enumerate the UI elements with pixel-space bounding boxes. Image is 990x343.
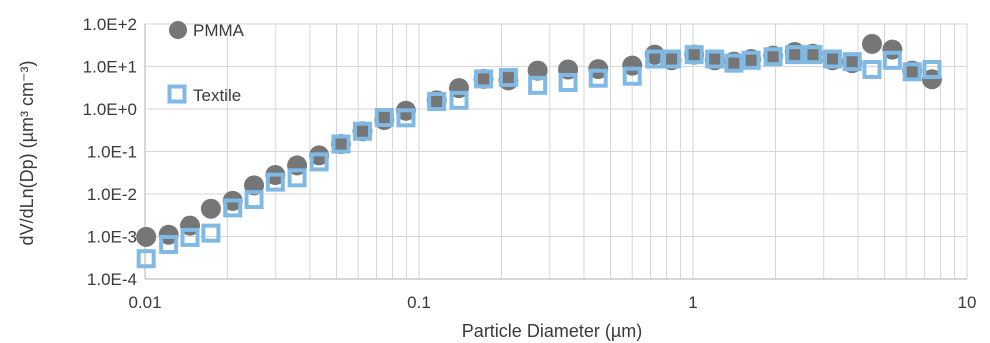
x-tick-label: 0.1 [407,293,431,312]
legend-label-pmma: PMMA [193,21,245,40]
data-point-textile [882,50,902,70]
data-point-textile [803,45,823,65]
data-point-textile [922,59,942,79]
legend-marker-textile [167,84,187,104]
data-point-pmma [136,226,157,247]
data-point-pmma [330,134,351,155]
data-point-pmma [921,69,942,90]
data-point-textile [528,75,548,95]
tick-labels: 0.01 0.1 1 10 1.0E-4 1.0E-3 1.0E-2 1.0E-1 1.0E+0… [83,15,977,312]
y-tick-label: 1.0E+2 [83,15,137,34]
data-point-pmma [527,60,548,81]
data-point-textile [588,68,608,88]
x-tick-label: 0.01 [128,293,161,312]
y-tick-label: 1.0E+0 [83,100,137,119]
legend-marker-pmma [169,21,187,39]
data-point-textile [223,198,243,218]
x-tick-label: 1 [688,293,697,312]
y-tick-label: 1.0E+1 [83,58,137,77]
data-point-textile [684,45,704,65]
data-point-textile [862,59,882,79]
data-point-textile [180,227,200,247]
data-point-textile [309,152,329,172]
data-point-textile [374,108,394,128]
x-tick-label: 10 [958,293,977,312]
x-axis-title: Particle Diameter (µm) [462,321,642,341]
data-point-textile [265,172,285,192]
data-point-textile [662,49,682,69]
data-point-textile [763,47,783,67]
data-point-textile [558,73,578,93]
data-point-textile [622,66,642,86]
data-point-textile [159,234,179,254]
data-point-textile [244,190,264,210]
y-axis-title: dV/dLn(Dp) (µm³ cm⁻³) [17,61,37,246]
data-point-textile [724,53,744,73]
data-point-textile [201,223,221,243]
data-point-textile [823,49,843,69]
data-point-textile [474,69,494,89]
data-point-pmma [352,121,373,142]
legend: PMMA Textile [167,21,245,105]
data-point-textile [287,168,307,188]
data-point-textile [741,50,761,70]
data-point-pmma [684,44,705,65]
series-textile [136,45,942,269]
data-point-textile [427,92,447,112]
y-tick-label: 1.0E-1 [87,143,137,162]
grid [144,23,968,280]
data-point-textile [396,108,416,128]
data-point-textile [331,134,351,154]
y-tick-label: 1.0E-4 [87,270,137,289]
legend-label-textile: Textile [193,86,241,105]
y-tick-label: 1.0E-2 [87,185,137,204]
data-point-textile [449,90,469,110]
data-point-pmma [200,198,221,219]
data-point-textile [902,62,922,82]
y-tick-label: 1.0E-3 [87,228,137,247]
data-point-pmma [861,33,882,54]
data-point-textile [498,68,518,88]
data-point-textile [352,121,372,141]
data-point-pmma [473,68,494,89]
data-point-textile [842,52,862,72]
data-point-textile [136,249,156,269]
data-point-textile [705,49,725,69]
data-point-pmma [158,224,179,245]
data-point-textile [785,45,805,65]
